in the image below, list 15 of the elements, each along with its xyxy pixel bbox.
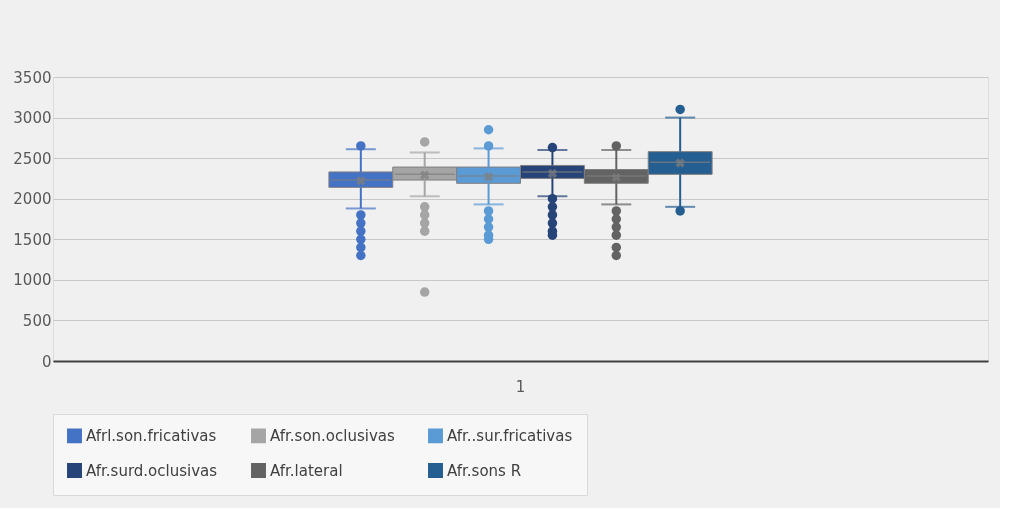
y-tick-label: 2000 [13, 190, 52, 209]
legend-label: Afr.son.oclusivas [270, 426, 395, 445]
y-tick-label: 500 [22, 311, 52, 330]
y-tick-label: 2500 [13, 149, 52, 168]
legend-label: Afrl.son.fricativas [86, 426, 217, 445]
y-tick-label: 1000 [13, 271, 52, 290]
y-tick-label: 3000 [13, 109, 52, 128]
legend-label: Afr..sur.fricativas [447, 426, 573, 445]
legend-label: Afr.surd.oclusivas [86, 461, 218, 480]
y-tick-label: 3500 [13, 68, 52, 87]
y-tick-label: 1500 [13, 230, 52, 249]
legend-label: Afr.lateral [270, 461, 343, 480]
x-tick-label: 1 [515, 377, 526, 396]
y-tick-label: 0 [41, 352, 52, 371]
legend-label: Afr.sons R [447, 461, 522, 480]
